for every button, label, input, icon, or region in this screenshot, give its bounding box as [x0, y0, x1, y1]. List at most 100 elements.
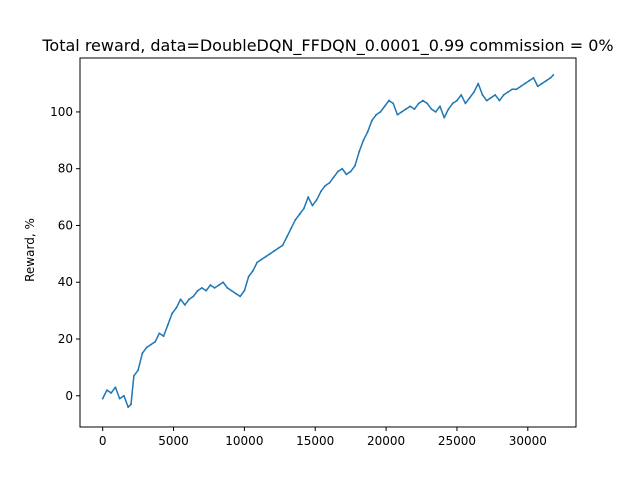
data-point [303, 207, 305, 210]
data-point [405, 108, 407, 110]
data-point [409, 105, 412, 108]
data-point [375, 113, 378, 116]
data-point [366, 130, 369, 133]
data-point [341, 167, 344, 170]
data-point [541, 82, 543, 85]
data-point [158, 332, 161, 335]
data-point [132, 375, 135, 377]
data-point [209, 284, 212, 286]
data-point [110, 392, 113, 394]
data-point [162, 335, 165, 338]
data-point [532, 76, 535, 79]
data-point [400, 111, 403, 113]
data-point [473, 91, 475, 93]
data-point [260, 258, 263, 261]
data-point [456, 99, 458, 102]
data-point [277, 247, 280, 250]
x-axis: 0 5000 10000 15000 20000 25000 30000 [99, 427, 547, 448]
data-point [315, 199, 318, 201]
data-point [447, 108, 450, 110]
data-point [417, 102, 420, 105]
data-point [273, 250, 276, 252]
data-point [515, 88, 518, 91]
data-point [130, 403, 132, 406]
data-point [552, 74, 555, 76]
data-point [217, 284, 220, 286]
y-tick-label: 40 [58, 275, 73, 289]
data-point [371, 119, 373, 122]
data-point [101, 397, 104, 400]
y-tick-label: 20 [58, 332, 73, 346]
y-axis-label: Reward, % [23, 218, 37, 282]
data-point [443, 116, 446, 119]
y-tick-label: 60 [58, 218, 73, 232]
y-axis: 0 20 40 60 80 100 [50, 105, 80, 403]
data-point [383, 105, 386, 108]
data-point [222, 281, 225, 284]
data-point [256, 261, 259, 264]
x-tick-label: 5000 [158, 434, 189, 448]
data-point [171, 312, 174, 315]
data-point [519, 85, 522, 88]
chart-title: Total reward, data=DoubleDQN_FFDQN_0.000… [41, 36, 613, 56]
data-point [345, 173, 348, 176]
data-point [481, 94, 484, 96]
data-point [149, 343, 152, 346]
data-point [328, 181, 331, 184]
data-point [141, 352, 144, 355]
data-point [234, 292, 237, 295]
data-point [528, 79, 531, 82]
data-point [286, 235, 288, 238]
data-point [179, 298, 182, 301]
data-point [354, 164, 356, 167]
data-point [511, 88, 514, 91]
data-point [114, 386, 117, 389]
data-point [502, 94, 505, 96]
data-point [230, 289, 233, 292]
data-point [396, 113, 399, 116]
data-point [439, 105, 441, 108]
data-point [213, 287, 216, 289]
data-point [524, 82, 526, 85]
data-point [379, 111, 382, 113]
data-point [127, 406, 130, 409]
data-point [192, 295, 195, 298]
data-point [468, 96, 471, 99]
data-point [196, 289, 199, 292]
y-tick-label: 100 [50, 105, 73, 119]
x-tick-label: 0 [99, 434, 107, 448]
data-point [413, 108, 416, 110]
data-point [362, 139, 365, 142]
data-point [451, 102, 454, 105]
data-point [498, 99, 501, 102]
data-point [337, 170, 339, 173]
data-point [349, 170, 352, 173]
data-point [239, 295, 242, 298]
data-point [311, 204, 314, 207]
data-point [269, 252, 271, 255]
data-point [490, 96, 492, 99]
data-point [188, 298, 191, 301]
data-point [154, 340, 157, 343]
data-point [549, 76, 552, 79]
data-point [388, 99, 390, 102]
data-point [175, 306, 178, 309]
data-point [183, 304, 186, 306]
plot-area [101, 74, 555, 409]
data-point [545, 79, 548, 82]
data-point [477, 82, 480, 85]
x-tick-label: 30000 [509, 434, 547, 448]
data-point [294, 218, 297, 221]
data-point [392, 102, 395, 105]
x-tick-label: 25000 [438, 434, 476, 448]
data-point [358, 150, 361, 153]
data-point [430, 108, 433, 110]
data-point [200, 287, 203, 289]
data-point [264, 255, 267, 258]
data-point [166, 323, 169, 326]
data-point [324, 184, 327, 187]
x-tick-label: 10000 [225, 434, 263, 448]
data-point [243, 289, 246, 292]
data-point [281, 244, 284, 247]
